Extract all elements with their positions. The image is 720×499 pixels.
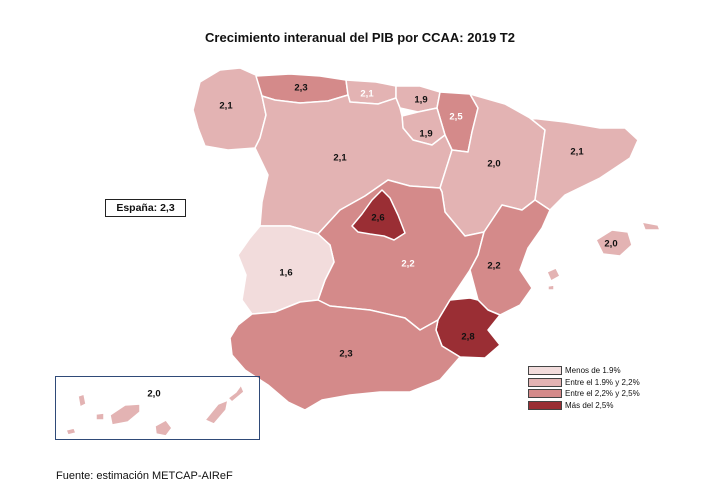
legend-label-entre-1-9-2-2: Entre el 1.9% y 2,2% <box>565 377 640 387</box>
label-galicia: 2,1 <box>219 101 233 112</box>
label-canarias: 2,0 <box>147 389 160 400</box>
label-extremadura: 1,6 <box>279 268 292 279</box>
region-canarias-fuerteventura <box>204 399 229 425</box>
label-castilla-leon: 2,1 <box>333 153 347 164</box>
legend-item-menos-1-9: Menos de 1.9% <box>528 365 640 377</box>
legend-label-entre-2-2-2-5: Entre el 2,2% y 2,5% <box>565 389 640 399</box>
label-la-rioja: 1,9 <box>419 129 432 140</box>
legend-item-entre-1-9-2-2: Entre el 1.9% y 2,2% <box>528 377 640 389</box>
region-canarias-lapalma <box>77 393 87 408</box>
region-canarias-grancanaria <box>154 419 173 437</box>
region-madrid <box>351 189 406 241</box>
region-canarias-tenerife <box>109 403 141 426</box>
label-cataluna: 2,1 <box>570 147 584 158</box>
region-menorca <box>641 221 661 231</box>
region-valencia <box>469 199 551 316</box>
label-murcia: 2,8 <box>461 332 474 343</box>
label-pais-vasco: 1,9 <box>414 95 427 106</box>
legend-swatch-menos-1-9 <box>528 366 562 376</box>
region-canarias-lanzarote <box>227 384 245 403</box>
label-madrid: 2,6 <box>371 213 384 224</box>
legend-swatch-entre-2-2-2-5 <box>528 389 562 399</box>
label-andalucia: 2,3 <box>339 349 352 360</box>
spain-total-box: España: 2,3 <box>105 199 186 217</box>
map-title: Crecimiento interanual del PIB por CCAA:… <box>205 30 515 45</box>
legend-label-mas-2-5: Más del 2,5% <box>565 400 614 410</box>
region-cataluna <box>529 117 639 211</box>
legend-item-mas-2-5: Más del 2,5% <box>528 400 640 412</box>
label-cantabria: 2,1 <box>360 89 374 100</box>
legend-label-menos-1-9: Menos de 1.9% <box>565 366 621 376</box>
label-asturias: 2,3 <box>294 83 307 94</box>
legend-item-entre-2-2-2-5: Entre el 2,2% y 2,5% <box>528 388 640 400</box>
source-note: Fuente: estimación METCAP-AIReF <box>56 470 233 482</box>
region-mallorca <box>595 229 633 257</box>
region-formentera <box>547 284 555 291</box>
region-ibiza <box>546 267 561 282</box>
region-canarias-gomera <box>95 412 105 421</box>
legend-swatch-mas-2-5 <box>528 400 562 410</box>
map-legend: Menos de 1.9% Entre el 1.9% y 2,2% Entre… <box>528 365 640 411</box>
label-aragon: 2,0 <box>487 159 500 170</box>
label-castilla-la-mancha: 2,2 <box>401 259 414 270</box>
region-andalucia <box>229 299 461 411</box>
label-valencia: 2,2 <box>487 261 500 272</box>
label-navarra: 2,5 <box>449 112 463 123</box>
region-canarias-elhierro <box>65 427 77 436</box>
canarias-inset-frame <box>55 376 260 440</box>
label-baleares: 2,0 <box>604 239 617 250</box>
legend-swatch-entre-1-9-2-2 <box>528 377 562 387</box>
